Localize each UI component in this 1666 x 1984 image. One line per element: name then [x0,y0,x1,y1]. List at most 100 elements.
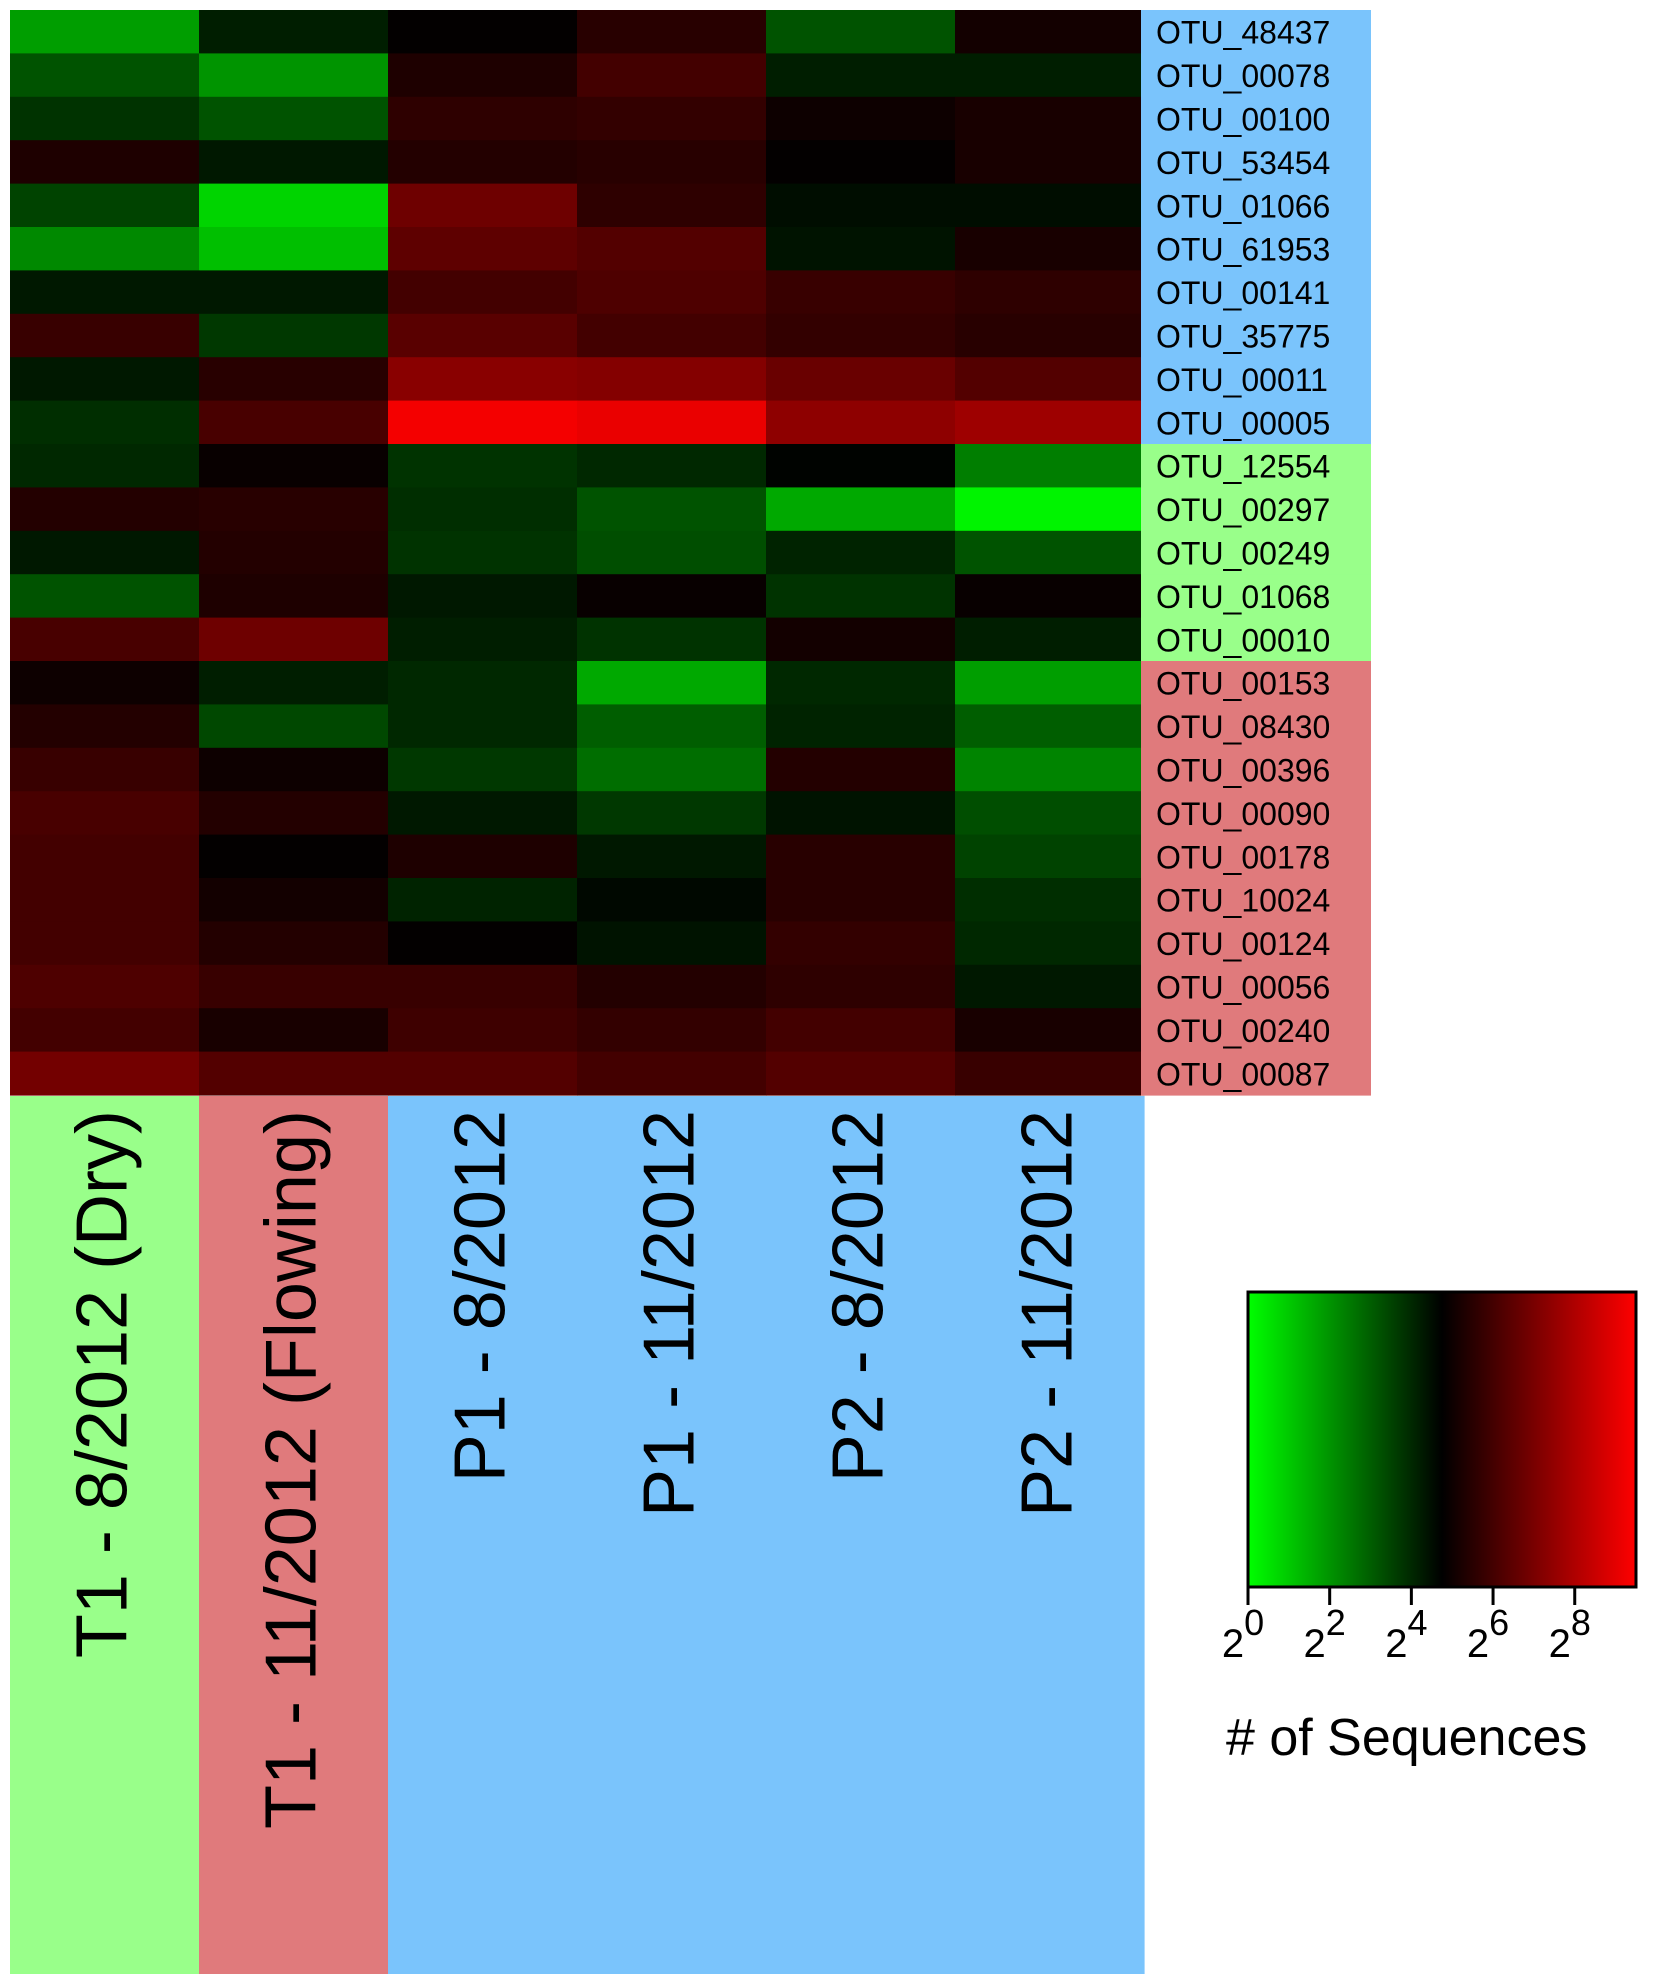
heatmap-cell [388,921,578,966]
heatmap-cell [955,313,1145,358]
heatmap-cell [388,357,578,402]
heatmap-cell [388,140,578,185]
heatmap-cell [388,878,578,922]
row-group-band [1141,227,1371,271]
heatmap-cell [577,747,767,792]
heatmap-cell [10,96,200,141]
heatmap-cell [577,270,767,315]
heatmap-cell [766,1008,956,1053]
heatmap-cell [388,1008,578,1053]
row-group-band [1141,791,1371,836]
row-group-band [1141,617,1371,662]
heatmap-cell [10,140,200,185]
heatmap-cell [199,704,389,749]
column-group-band [577,1096,767,1974]
heatmap-cell [577,357,767,402]
heatmap-cell [388,400,578,445]
column-label: P1 - 8/2012 [441,1110,521,1482]
heatmap-cell [577,661,767,705]
row-label: OTU_10024 [1156,883,1330,919]
heatmap-cell [10,878,200,922]
heatmap-cell [388,53,578,98]
heatmap-cell [10,400,200,445]
heatmap-cell [955,10,1145,54]
heatmap-cell [577,1008,767,1053]
heatmap-cell [766,1051,956,1096]
heatmap-cell [766,617,956,662]
heatmap-cell [955,444,1145,488]
heatmap-cell [955,183,1145,228]
heatmap-cell [766,834,956,879]
heatmap-cell [955,487,1145,532]
heatmap-cell [577,964,767,1009]
heatmap-cell [388,10,578,54]
heatmap-cell [199,1051,389,1096]
heatmap-cell [766,270,956,315]
column-label: P1 - 11/2012 [630,1110,710,1517]
heatmap-cell [10,617,200,662]
heatmap-cell [766,487,956,532]
heatmap-cell [577,10,767,54]
heatmap-cell [388,444,578,488]
heatmap-cell [199,444,389,488]
heatmap-cell [766,964,956,1009]
heatmap-cell [577,227,767,271]
heatmap-cell [955,227,1145,271]
heatmap-cell [388,834,578,879]
heatmap-cell [10,704,200,749]
heatmap-cell [766,227,956,271]
heatmap-cell [10,834,200,879]
heatmap-cell [955,878,1145,922]
row-label: OTU_00141 [1156,275,1330,311]
heatmap-cell [955,834,1145,879]
row-label: OTU_00010 [1156,622,1330,658]
heatmap-cell [766,313,956,358]
heatmap-cell [199,53,389,98]
row-group-band [1141,53,1371,98]
row-label: OTU_01068 [1156,579,1330,615]
heatmap-cell [577,704,767,749]
heatmap-cell [10,1008,200,1053]
heatmap-cell [10,53,200,98]
heatmap-cell [199,921,389,966]
row-group-band [1141,444,1371,488]
heatmap-cell [10,10,200,54]
heatmap-cell [10,487,200,532]
row-label: OTU_00153 [1156,666,1330,702]
row-label: OTU_00087 [1156,1056,1330,1092]
heatmap-cell [199,183,389,228]
heatmap-cell [577,140,767,185]
legend-ticks: 20 22 24 26 28 [1222,1587,1591,1666]
legend-tick-label: 20 [1222,1602,1264,1666]
heatmap-cell [766,791,956,836]
heatmap-cell [766,530,956,575]
legend-tick-label: 22 [1304,1602,1346,1666]
heatmap-cell [199,617,389,662]
heatmap-cell [955,140,1145,185]
legend-tick-label: 28 [1549,1602,1591,1666]
heatmap-cells [10,10,1145,1096]
row-group-band [1141,270,1371,315]
heatmap-cell [388,313,578,358]
heatmap-cell [577,53,767,98]
row-label: OTU_08430 [1156,709,1330,745]
heatmap-cell [388,747,578,792]
heatmap-cell [955,921,1145,966]
row-label: OTU_00078 [1156,58,1330,94]
row-group-band [1141,1008,1371,1053]
legend-color-bar [1246,1290,1638,1589]
legend-label: # of Sequences [1226,1709,1587,1767]
heatmap-cell [955,1008,1145,1053]
heatmap-cell [199,357,389,402]
heatmap-cell [10,574,200,619]
heatmap-cell [199,10,389,54]
row-label: OTU_00297 [1156,492,1330,528]
heatmap-cell [199,96,389,141]
color-legend: 20 22 24 26 28 # of Sequences [1222,1290,1638,1767]
row-group-band [1141,140,1371,185]
heatmap-cell [10,357,200,402]
column-label: T1 - 8/2012 (Dry) [63,1110,143,1658]
row-group-band [1141,661,1371,705]
row-label: OTU_00005 [1156,405,1330,441]
heatmap-cell [955,964,1145,1009]
